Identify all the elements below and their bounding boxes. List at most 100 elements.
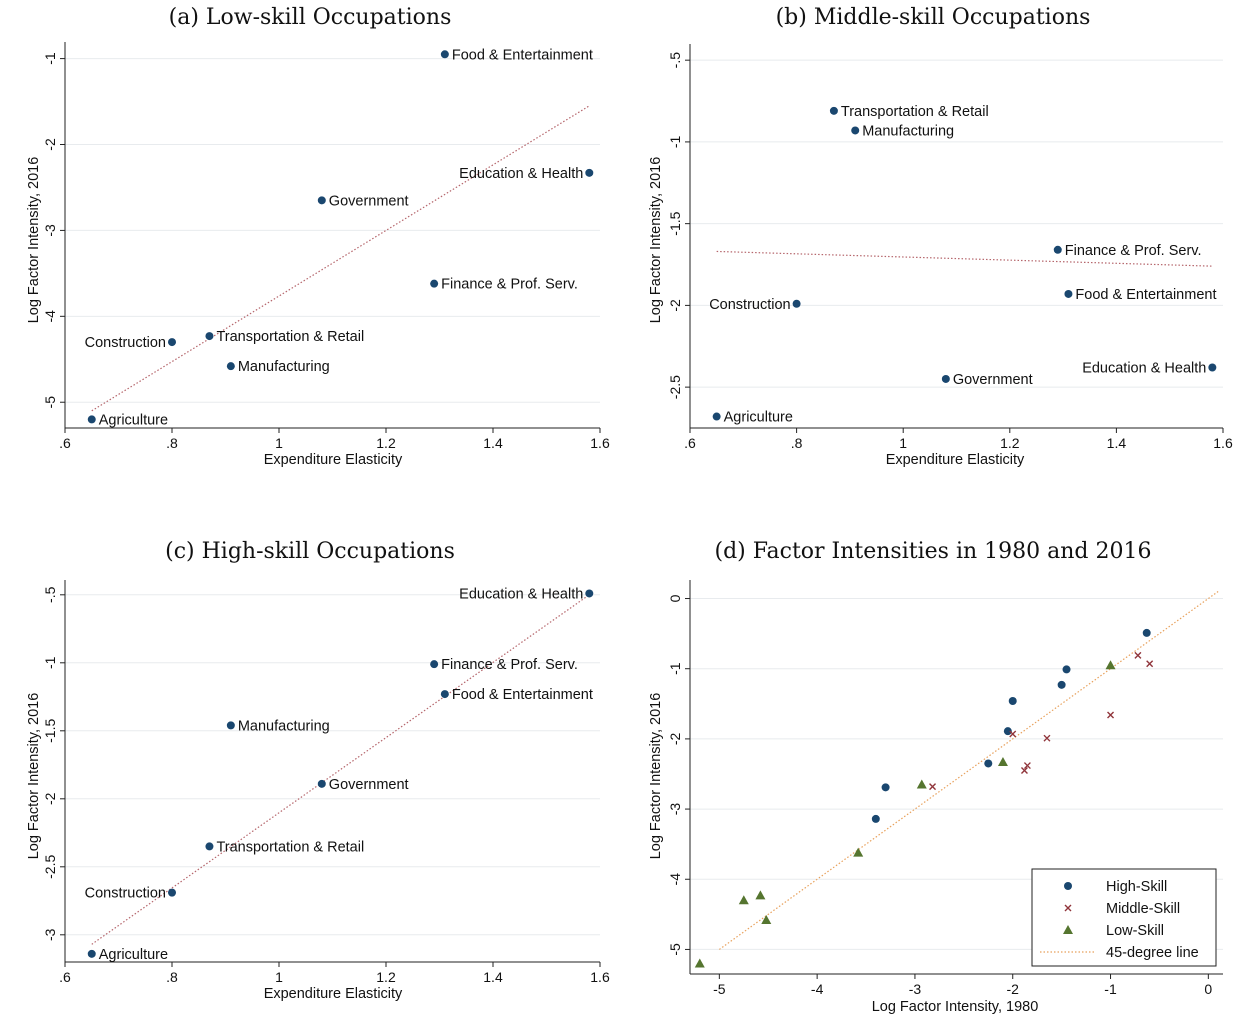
- point-transportation-retail: [829, 106, 838, 115]
- point-transportation-retail: [205, 332, 214, 341]
- point-label-manufacturing: Manufacturing: [238, 718, 330, 734]
- x-tick-label: 1.2: [376, 435, 396, 451]
- point-label-education-health: Education & Health: [1082, 361, 1206, 377]
- point-education-health: [585, 168, 594, 177]
- y-tick-label: -2: [667, 299, 683, 312]
- x-tick-label: 1.4: [1107, 435, 1127, 451]
- y-tick-label: -3: [42, 224, 58, 237]
- legend-key-low-skill: [1063, 925, 1073, 934]
- x-tick-label: 1.4: [483, 969, 503, 985]
- legend-box: [1031, 868, 1217, 967]
- point-construction: [168, 888, 176, 897]
- plot-area: .6 .8 1 1.2 1.4 1.6 -1 -2 -3 -4 -5 Food & Entertain…: [42, 42, 610, 451]
- y-tick-label: -5: [667, 943, 683, 956]
- legend-key-middle-skill: [1064, 904, 1072, 912]
- x-tick-label: .8: [791, 435, 803, 451]
- x-axis-label: Expenditure Elasticity: [886, 452, 1025, 468]
- x-tick-label: -1: [1104, 981, 1117, 997]
- x-tick-label: .6: [59, 969, 71, 985]
- point-manufacturing: [851, 126, 860, 135]
- legend-key-high-skill: [1064, 882, 1072, 890]
- point-middle-skill: [1134, 651, 1142, 659]
- point-label-transportation-retail: Transportation & Retail: [216, 839, 364, 855]
- panel-c-high-skill: (c) High-skill Occupations .6 .8 1 1.2 1.4 1.…: [26, 539, 610, 1002]
- chart-title: (d) Factor Intensities in 1980 and 2016: [715, 539, 1152, 564]
- x-tick-label: 1.6: [590, 435, 610, 451]
- x-tick-label: -5: [713, 981, 726, 997]
- point-government: [941, 374, 950, 383]
- y-tick-label: 0: [667, 594, 683, 602]
- y-tick-label: -5: [42, 396, 58, 409]
- point-label-manufacturing: Manufacturing: [238, 359, 330, 375]
- point-label-food-entertainment: Food & Entertainment: [452, 687, 593, 703]
- x-tick-label: 1: [899, 435, 907, 451]
- point-middle-skill: [1020, 766, 1028, 774]
- point-low-skill: [1105, 660, 1116, 670]
- y-axis-label: Log Factor Intensity, 2016: [648, 693, 664, 860]
- y-tick-label: -.5: [42, 586, 58, 603]
- x-tick-label: .8: [166, 969, 178, 985]
- y-tick-label: -2.5: [667, 375, 683, 399]
- y-axis-label: Log Factor Intensity, 2016: [26, 157, 42, 324]
- point-finance-prof-serv: [1053, 245, 1062, 254]
- point-low-skill: [738, 895, 749, 905]
- point-education-health: [585, 589, 594, 598]
- point-low-skill: [916, 779, 927, 789]
- point-low-skill: [755, 890, 766, 900]
- point-transportation-retail: [205, 842, 214, 851]
- point-agriculture: [87, 415, 96, 424]
- point-construction: [792, 299, 801, 308]
- y-tick-label: -1.5: [42, 719, 58, 743]
- fitted-line: [91, 105, 590, 412]
- legend: High-Skill Middle-Skill Low-Skill 45-deg…: [1031, 868, 1217, 967]
- chart-title: (b) Middle-skill Occupations: [776, 5, 1091, 30]
- point-label-agriculture: Agriculture: [724, 410, 793, 426]
- x-tick-label: 0: [1204, 981, 1212, 997]
- y-tick-label: -2: [667, 732, 683, 745]
- point-high-skill: [1057, 680, 1066, 689]
- point-label-transportation-retail: Transportation & Retail: [216, 329, 364, 345]
- fitted-line: [91, 594, 590, 945]
- point-label-finance-prof-serv: Finance & Prof. Serv.: [441, 277, 578, 293]
- x-tick-label: 1.2: [376, 969, 396, 985]
- x-axis-label: Expenditure Elasticity: [264, 452, 403, 468]
- y-tick-label: -1.5: [667, 211, 683, 235]
- point-label-food-entertainment: Food & Entertainment: [1075, 287, 1216, 303]
- y-tick-label: -1: [42, 52, 58, 65]
- point-government: [317, 779, 326, 788]
- x-tick-label: -3: [909, 981, 922, 997]
- chart-title: (a) Low-skill Occupations: [169, 5, 452, 30]
- x-tick-label: 1.4: [483, 435, 503, 451]
- point-low-skill: [997, 757, 1008, 767]
- point-label-manufacturing: Manufacturing: [862, 123, 954, 139]
- point-food-entertainment: [440, 690, 449, 699]
- point-low-skill: [761, 914, 772, 924]
- point-label-government: Government: [329, 777, 409, 793]
- fitted-line: [716, 250, 1213, 267]
- point-agriculture: [87, 949, 96, 958]
- x-tick-label: .8: [166, 435, 178, 451]
- point-middle-skill: [929, 783, 937, 791]
- y-tick-label: -3: [42, 928, 58, 941]
- point-label-construction: Construction: [85, 335, 166, 351]
- legend-label-low-skill: Low-Skill: [1106, 923, 1164, 939]
- x-tick-label: 1: [275, 969, 283, 985]
- x-tick-label: 1.6: [1213, 435, 1233, 451]
- point-label-construction: Construction: [85, 886, 166, 902]
- plot-area: .6 .8 1 1.2 1.4 1.6 -.5 -1 -1.5 -2 -2.5 Transportat…: [667, 44, 1233, 451]
- point-middle-skill: [1043, 734, 1051, 742]
- panel-a-low-skill: (a) Low-skill Occupations .6 .8 1 1.2 1.4 1.6…: [26, 5, 610, 468]
- point-high-skill: [871, 814, 880, 823]
- point-construction: [168, 338, 176, 347]
- y-tick-label: -2: [42, 792, 58, 805]
- y-tick-label: -2.5: [42, 855, 58, 879]
- point-label-government: Government: [953, 372, 1033, 388]
- point-high-skill: [984, 759, 993, 768]
- legend-label-45-degree-line: 45-degree line: [1106, 945, 1199, 961]
- legend-keys: [1040, 882, 1096, 953]
- y-axis-label: Log Factor Intensity, 2016: [26, 693, 42, 860]
- point-middle-skill: [1146, 660, 1154, 668]
- point-label-finance-prof-serv: Finance & Prof. Serv.: [441, 657, 578, 673]
- point-label-finance-prof-serv: Finance & Prof. Serv.: [1065, 243, 1202, 259]
- point-finance-prof-serv: [430, 660, 439, 669]
